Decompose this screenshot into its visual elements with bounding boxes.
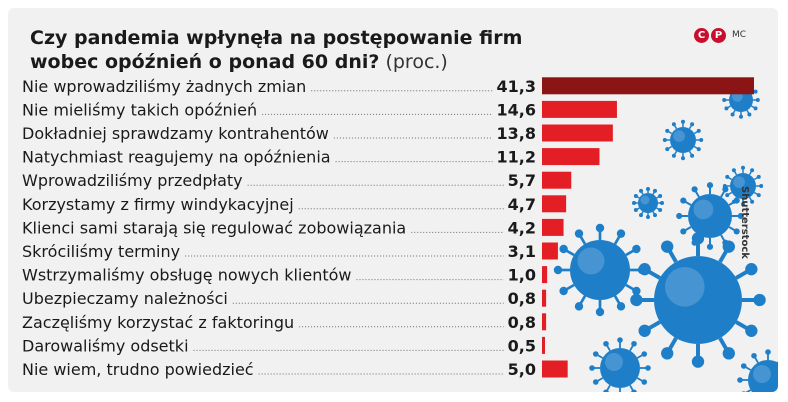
category-label: Darowaliśmy odsetki [22, 336, 189, 355]
value-label: 0,8 [508, 313, 536, 332]
bar [542, 100, 617, 118]
value-label: 0,5 [508, 336, 536, 355]
value-label: 1,0 [508, 266, 536, 285]
bar [542, 77, 754, 95]
category-label: Nie mieliśmy takich opóźnień [22, 100, 257, 119]
bar [542, 289, 547, 307]
value-label: 14,6 [497, 100, 536, 119]
value-label: 13,8 [497, 124, 536, 143]
value-label: 0,8 [508, 289, 536, 308]
value-label: 5,7 [508, 171, 536, 190]
category-label: Nie wiem, trudno powiedzieć [22, 360, 254, 379]
bar [542, 242, 558, 260]
logo-c-icon: C [694, 27, 709, 43]
bar [542, 195, 567, 213]
category-label: Korzystamy z firmy windykacyjnej [22, 195, 294, 214]
category-label: Zaczęliśmy korzystać z faktoringu [22, 313, 294, 332]
logo-mc: MC [732, 30, 747, 40]
category-label: Skróciliśmy terminy [22, 242, 180, 261]
bar [542, 218, 564, 236]
logo-p-icon: P [711, 27, 726, 43]
bar [542, 124, 613, 142]
bar [542, 148, 600, 166]
value-label: 4,2 [508, 218, 536, 237]
category-label: Klienci sami starają się regulować zobow… [22, 218, 406, 237]
chart-title: Czy pandemia wpłynęła na postępowanie fi… [30, 26, 590, 74]
category-label: Wprowadziliśmy przedpłaty [22, 171, 243, 190]
bar [542, 171, 572, 189]
value-label: 11,2 [497, 148, 536, 167]
bar-chart: Nie wprowadziliśmy żadnych zmian 41,3 Nie … [22, 77, 754, 379]
bar [542, 336, 545, 354]
chart-title-unit: (proc.) [385, 51, 448, 73]
chart-title-main: Czy pandemia wpłynęła na postępowanie fi… [30, 27, 523, 73]
category-label: Nie wprowadziliśmy żadnych zmian [22, 77, 306, 96]
bar [542, 360, 568, 378]
publisher-logo: C P MC [694, 26, 746, 44]
value-label: 3,1 [508, 242, 536, 261]
value-label: 41,3 [497, 77, 536, 96]
value-label: 5,0 [508, 360, 536, 379]
category-label: Natychmiast reagujemy na opóźnienia [22, 148, 331, 167]
bar [542, 313, 547, 331]
category-label: Wstrzymaliśmy obsługę nowych klientów [22, 266, 351, 285]
infographic-panel: Czy pandemia wpłynęła na postępowanie fi… [8, 8, 778, 392]
value-label: 4,7 [508, 195, 536, 214]
bar [542, 266, 548, 284]
category-label: Ubezpieczamy należności [22, 289, 228, 308]
category-label: Dokładniej sprawdzamy kontrahentów [22, 124, 329, 143]
